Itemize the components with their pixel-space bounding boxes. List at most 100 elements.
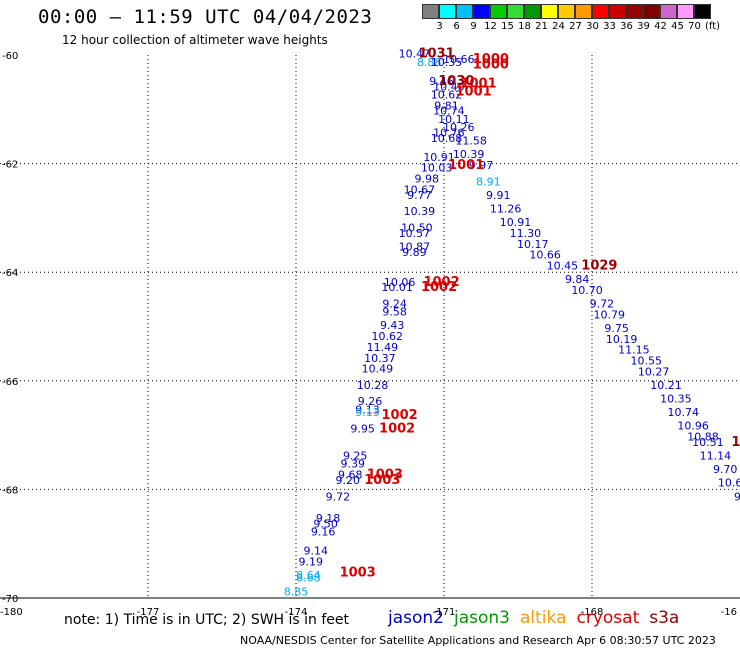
swh-label: 10.21	[650, 379, 682, 392]
legend-entry-jason3: jason3	[454, 608, 510, 628]
color-swatch	[473, 4, 490, 19]
swh-label: 9.77	[407, 189, 432, 202]
swh-label: 11.14	[700, 450, 732, 463]
pressure-label: 1000	[473, 52, 509, 67]
swh-label: 9.14	[303, 545, 328, 558]
legend-entry-altika: altika	[520, 608, 567, 628]
color-scale-label: 9	[470, 21, 477, 32]
swh-label: 9.72	[326, 490, 351, 503]
pressure-label: 1003	[340, 565, 376, 580]
color-swatch	[541, 4, 558, 19]
swh-label: 9.16	[311, 526, 336, 539]
swh-label: 10.87	[399, 240, 431, 253]
color-scale-label: 24	[552, 21, 565, 32]
swh-label: 9.81	[434, 99, 459, 112]
swh-label: 10.57	[399, 227, 431, 240]
swh-label: 10.01	[381, 281, 413, 294]
color-swatch	[490, 4, 507, 19]
legend-entry-s3a: s3a	[649, 608, 680, 628]
chart-title: 00:00 – 11:59 UTC 04/04/2023	[38, 6, 373, 28]
x-tick-label: -174	[285, 607, 308, 618]
color-scale-label: 45	[671, 21, 684, 32]
swh-label: 10.74	[668, 406, 700, 419]
swh-label: 10.6	[718, 477, 740, 490]
x-tick-label: -16	[721, 607, 737, 618]
color-swatch	[626, 4, 643, 19]
color-swatch	[507, 4, 524, 19]
swh-label: 9.24	[382, 297, 407, 310]
color-scale-label: 30	[586, 21, 599, 32]
swh-label: 9.18	[316, 512, 341, 525]
x-tick-label: -177	[137, 607, 160, 618]
pressure-label: 1002	[379, 421, 415, 436]
swh-label: 10.91	[500, 216, 532, 229]
pressure-label: 1003	[367, 468, 403, 483]
swh-label: 9.13	[355, 406, 380, 419]
y-tick-label: -70	[2, 594, 18, 605]
swh-label: 9.20	[336, 474, 361, 487]
color-swatch	[660, 4, 677, 19]
swh-label: 9.70	[713, 463, 738, 476]
pressure-label: 1001	[460, 77, 496, 92]
color-swatch	[575, 4, 592, 19]
swh-label: 10.62	[431, 88, 463, 101]
color-scale-label: 3	[436, 21, 443, 32]
swh-label: 9.25	[343, 450, 368, 463]
swh-label: 9.98	[414, 173, 439, 186]
swh-label: 10.70	[571, 284, 603, 297]
swh-label: 10.39	[453, 148, 485, 161]
swh-label: 10.74	[433, 105, 465, 118]
swh-label: 10.76	[433, 126, 465, 139]
swh-label: 10.79	[594, 308, 626, 321]
color-swatch	[592, 4, 609, 19]
color-swatch	[422, 4, 439, 19]
x-tick-label: -180	[0, 607, 23, 618]
swh-label: 10.62	[372, 330, 404, 343]
swh-label: 10.37	[364, 352, 396, 365]
swh-label: 10.51	[692, 436, 724, 449]
swh-label: 9.50	[313, 517, 338, 530]
color-scale-label: 12	[484, 21, 497, 32]
color-scale-label: 33	[603, 21, 616, 32]
y-tick-label: -60	[2, 51, 18, 62]
swh-label: 9.46	[429, 75, 454, 88]
color-scale-label: 15	[501, 21, 514, 32]
swh-label: 9.13	[355, 403, 380, 416]
swh-label: 10.50	[401, 221, 433, 234]
swh-label: 10.35	[660, 393, 692, 406]
swh-label: 11.49	[367, 341, 399, 354]
swh-label: 8.68	[296, 572, 321, 585]
color-scale-label: 70	[688, 21, 701, 32]
color-swatch	[456, 4, 473, 19]
color-swatch	[643, 4, 660, 19]
chart-subtitle: 12 hour collection of altimeter wave hei…	[62, 33, 328, 47]
swh-label: 9.39	[340, 458, 365, 471]
swh-label: 10.40	[433, 80, 465, 93]
color-scale-unit: (ft)	[705, 21, 721, 32]
swh-label: 9.26	[358, 395, 383, 408]
swh-label: 10.17	[517, 238, 549, 251]
pressure-label: 1029	[581, 258, 617, 273]
x-tick-label: -168	[581, 607, 604, 618]
pressure-label: 1001	[448, 158, 484, 173]
swh-label: 10.35	[431, 56, 463, 69]
color-scale-swatches	[422, 4, 720, 19]
y-tick-label: -68	[2, 485, 18, 496]
pressure-label: 1001	[456, 85, 492, 100]
pressure-label: 1003	[364, 473, 400, 488]
credit-line: NOAA/NESDIS Center for Satellite Applica…	[240, 634, 716, 647]
swh-label: 9.95	[350, 422, 375, 435]
swh-label: 11.26	[490, 202, 522, 215]
swh-label: 8.64	[296, 569, 321, 582]
footer-note: note: 1) Time is in UTC; 2) SWH is in fe…	[64, 612, 350, 628]
color-scale-label: 36	[620, 21, 633, 32]
swh-label: 11.58	[455, 135, 487, 148]
color-swatch	[677, 4, 694, 19]
color-swatch	[609, 4, 626, 19]
y-tick-label: -64	[2, 268, 18, 279]
swh-label: 10.26	[443, 121, 475, 134]
pressure-label: 1002	[421, 280, 457, 295]
swh-label: 10.49	[362, 363, 394, 376]
swh-label: 10.66	[443, 53, 475, 66]
